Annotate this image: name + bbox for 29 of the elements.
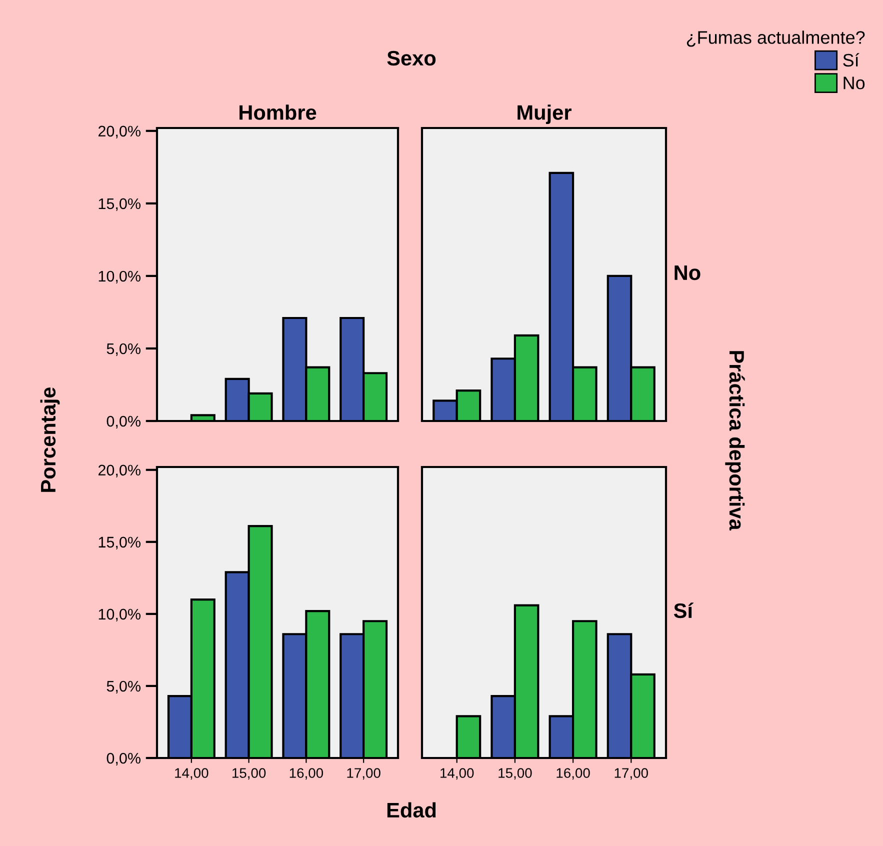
text: Práctica deportiva bbox=[725, 351, 745, 530]
legend-label: Sí bbox=[843, 53, 860, 67]
x-tick-label: 16,00 bbox=[290, 768, 324, 780]
x-tick-label: 14,00 bbox=[175, 768, 208, 780]
chart-title: Mujer bbox=[518, 104, 572, 124]
y-tick-label: 5,0% bbox=[106, 680, 140, 694]
y-tick-label: 20,0% bbox=[98, 464, 140, 478]
text: Sexo bbox=[387, 50, 436, 66]
x-tick-label: 15,00 bbox=[498, 768, 532, 780]
y-tick-label: 10,0% bbox=[98, 270, 140, 284]
x-tick-label: 16,00 bbox=[556, 768, 590, 780]
y-tick-label: 20,0% bbox=[98, 126, 140, 138]
y-tick-label: 15,0% bbox=[98, 198, 140, 211]
x-tick-label: 17,00 bbox=[614, 768, 648, 780]
y-tick-label: 0,0% bbox=[106, 752, 140, 766]
legend-label: No bbox=[844, 76, 865, 90]
y-tick-label: 5,0% bbox=[106, 343, 140, 356]
x-axis-title: Edad bbox=[387, 802, 436, 818]
y-tick-label: 10,0% bbox=[98, 608, 140, 622]
chart-title: Hombre bbox=[240, 104, 316, 120]
y2-axis-title: Sí bbox=[674, 602, 694, 618]
y-tick-label: 15,0% bbox=[98, 536, 140, 550]
legend-title: ¿Fumas actualmente? bbox=[686, 30, 865, 47]
y-axis-title: Porcentaje bbox=[40, 387, 60, 492]
x-tick-label: 14,00 bbox=[440, 768, 474, 780]
y-tick-label: 0,0% bbox=[106, 416, 140, 428]
x-tick-label: 15,00 bbox=[232, 768, 266, 780]
y2-axis-title: No bbox=[674, 266, 700, 280]
x-tick-label: 17,00 bbox=[347, 768, 380, 780]
